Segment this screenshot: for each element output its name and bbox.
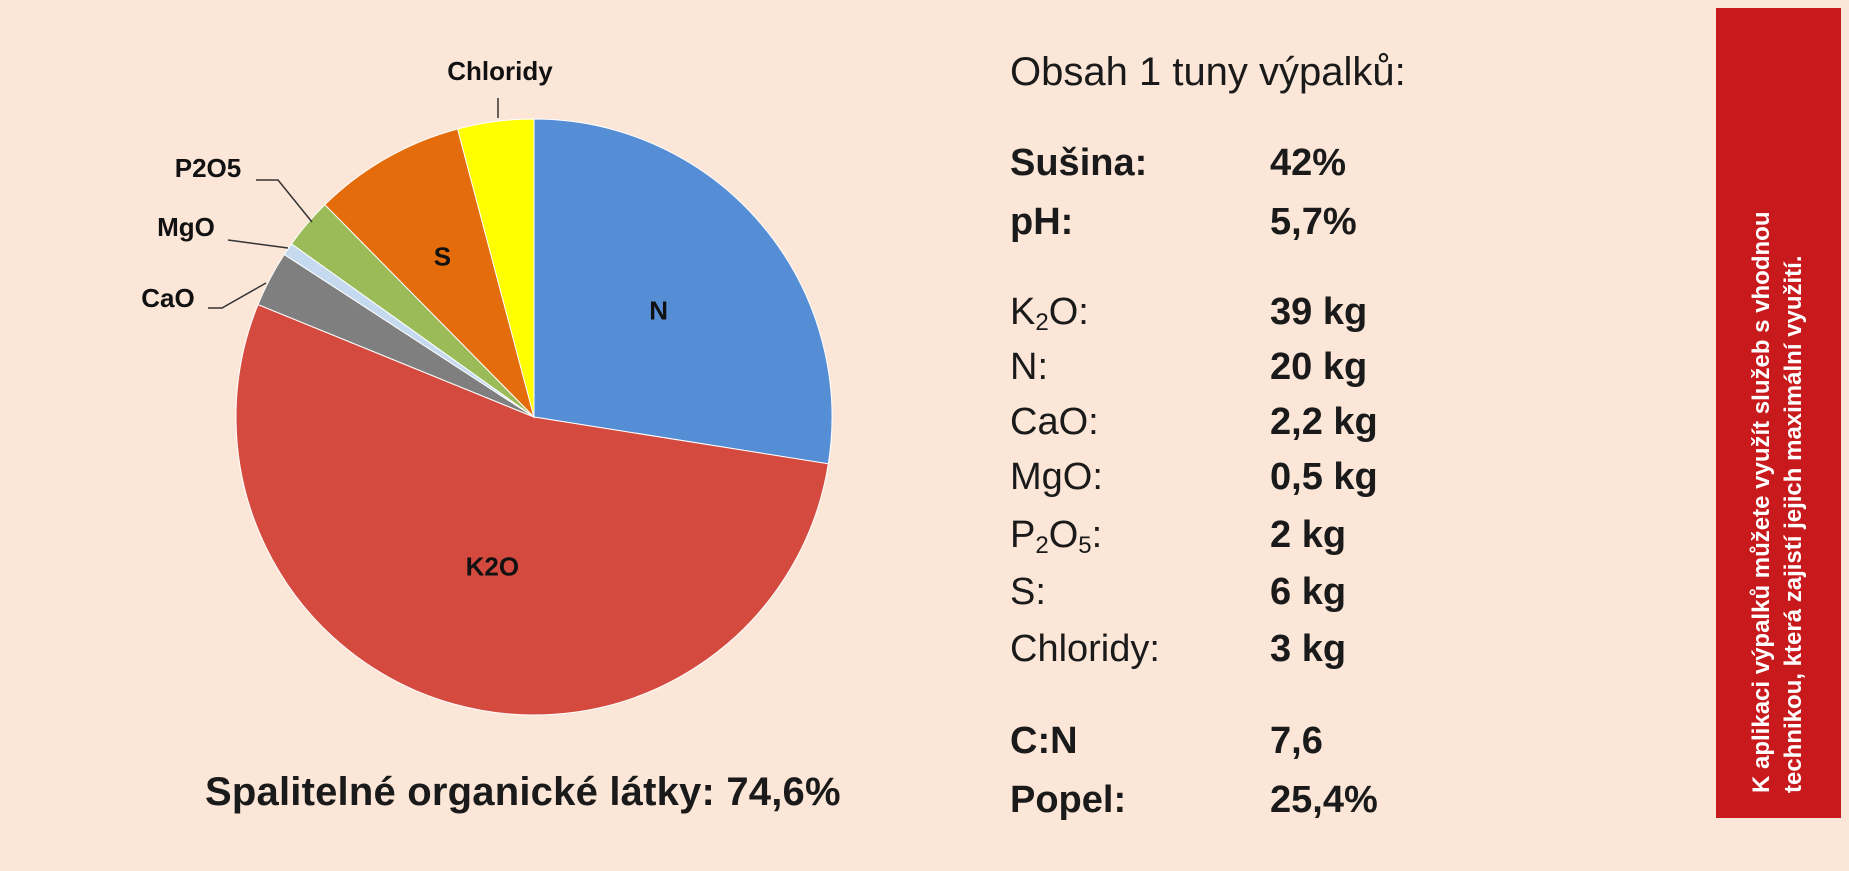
leader-line-cao (208, 282, 267, 309)
row-label: S: (1010, 571, 1046, 613)
pie-slice-s (324, 128, 535, 419)
slice-label-p2o5: P2O5 (175, 153, 242, 183)
row-value: 2 kg (1270, 514, 1347, 556)
chart-footer: Spalitelné organické látky: 74,6% (205, 770, 841, 814)
row-label: pH: (1010, 201, 1074, 243)
row-value: 2,2 kg (1270, 401, 1378, 443)
row-value: 3 kg (1270, 628, 1347, 670)
row-label: Chloridy: (1010, 628, 1160, 670)
row-value: 6 kg (1270, 571, 1347, 613)
row-value: 0,5 kg (1270, 456, 1378, 498)
slice-label-mgo: MgO (157, 212, 215, 242)
slice-label-cao: CaO (141, 283, 194, 313)
row-value: 5,7% (1270, 201, 1357, 243)
row-label: C:N (1010, 720, 1078, 762)
slice-label-chloridy: Chloridy (447, 56, 553, 86)
row-value: 42% (1270, 142, 1347, 184)
side-banner: K aplikaci výpalků můžete využít služeb … (1716, 8, 1841, 818)
row-label: Popel: (1010, 779, 1127, 821)
slice-label-s: S (434, 242, 451, 272)
banner-line-2: technikou, která zajistí jejich maximáln… (1780, 255, 1807, 793)
row-label: K2O: (1010, 291, 1089, 336)
slice-label-k2o: K2O (466, 551, 519, 581)
pie-chart: N K2O CaO MgO P2O5 S Chloridy (141, 56, 833, 716)
leader-line-p2o5 (256, 179, 313, 223)
row-value: 25,4% (1270, 779, 1378, 821)
pie-slice-k2o (235, 303, 829, 716)
row-value: 39 kg (1270, 291, 1368, 333)
pie-slice-chloridy (456, 118, 535, 418)
panel-title: Obsah 1 tuny výpalků: (1010, 50, 1406, 94)
row-label: MgO: (1010, 456, 1103, 498)
slice-label-n: N (649, 296, 668, 326)
row-label: Sušina: (1010, 142, 1148, 184)
row-value: 20 kg (1270, 346, 1368, 388)
banner-text: K aplikaci výpalků můžete využít služeb … (1746, 33, 1810, 793)
row-value: 7,6 (1270, 720, 1323, 762)
row-label: N: (1010, 346, 1048, 388)
pie-slice-n (533, 118, 833, 465)
row-label: CaO: (1010, 401, 1099, 443)
banner-line-1: K aplikaci výpalků můžete využít služeb … (1748, 211, 1775, 793)
leader-line-mgo (227, 239, 289, 249)
row-label: P2O5: (1010, 514, 1103, 559)
